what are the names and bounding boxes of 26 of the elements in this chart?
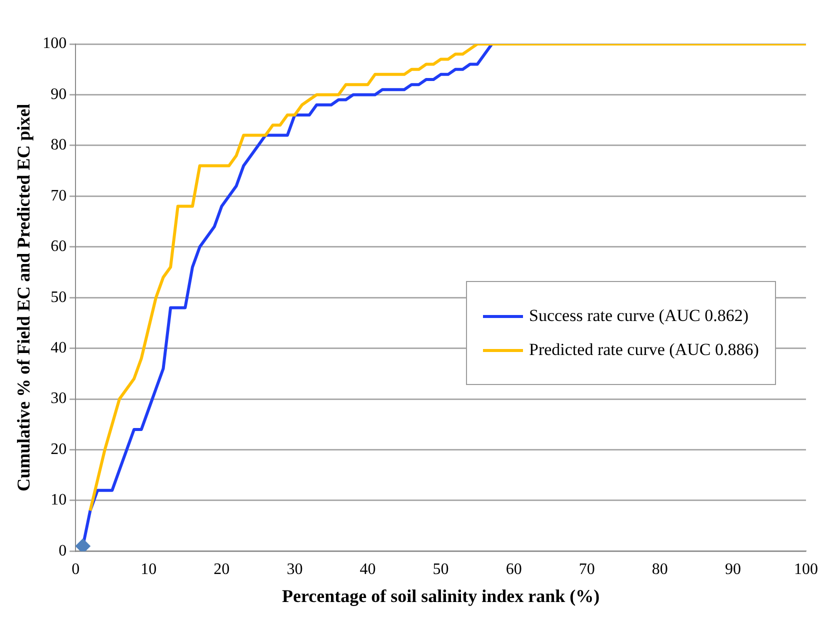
legend-label: Predicted rate curve (AUC 0.886) [529, 340, 759, 360]
x-tick-label: 0 [72, 561, 80, 578]
x-axis-title: Percentage of soil salinity index rank (%) [282, 586, 600, 606]
y-tick-label: 90 [50, 86, 67, 103]
x-tick-label: 70 [578, 561, 595, 578]
x-tick-label: 50 [432, 561, 449, 578]
x-tick-label: 80 [652, 561, 668, 578]
x-tick-label: 100 [794, 561, 818, 578]
x-tick-label: 90 [724, 561, 741, 578]
x-tick-label: 30 [286, 561, 303, 578]
y-tick-label: 80 [50, 136, 67, 154]
x-tick-label: 40 [360, 561, 376, 578]
y-tick-label: 70 [50, 187, 67, 204]
y-tick-label: 60 [50, 238, 67, 256]
y-tick-label: 30 [50, 390, 67, 408]
x-tick-label: 20 [214, 561, 230, 578]
y-tick-label: 20 [50, 440, 67, 458]
y-tick-label: 50 [50, 288, 67, 306]
x-tick-label: 60 [506, 561, 522, 578]
y-tick-label: 0 [58, 542, 67, 560]
x-tick-label: 10 [140, 561, 157, 578]
legend-label: Success rate curve (AUC 0.862) [529, 306, 749, 326]
y-tick-label: 40 [50, 340, 67, 357]
y-tick-label: 10 [50, 492, 67, 509]
y-axis-title: Cumulative % of Field EC and Predicted EC pixel [13, 104, 34, 492]
y-tick-label: 100 [42, 35, 67, 52]
